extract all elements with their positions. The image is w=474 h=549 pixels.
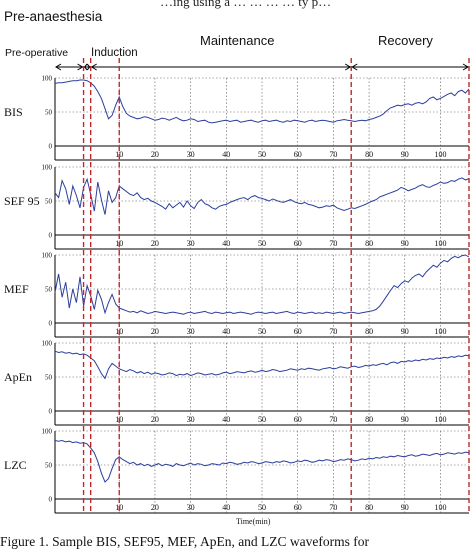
phase-arrowhead-left (351, 63, 358, 71)
phase-arrows (55, 63, 469, 71)
x-tick-label: 40 (222, 503, 230, 512)
x-tick-label: 40 (222, 150, 230, 159)
series-line-mef (54, 254, 470, 315)
x-tick-label: 60 (294, 327, 302, 336)
panel-apen: 050100102030405060708090100ApEn (4, 340, 470, 426)
series-line-apen (54, 350, 470, 380)
phase-arrowhead-left (83, 63, 88, 71)
x-tick-label: 30 (187, 239, 195, 248)
x-tick-label: 50 (258, 503, 266, 512)
x-tick-label: 80 (365, 415, 373, 424)
x-tick-label: 80 (365, 150, 373, 159)
y-tick-label: 100 (42, 252, 53, 260)
y-tick-label: 0 (49, 496, 53, 504)
y-tick-label: 0 (49, 143, 53, 151)
x-tick-label: 100 (434, 415, 446, 424)
x-tick-label: 60 (294, 150, 302, 159)
series-label: MEF (4, 282, 29, 296)
y-tick-label: 0 (49, 320, 53, 328)
x-tick-label: 50 (258, 239, 266, 248)
x-tick-label: 90 (401, 327, 409, 336)
x-tick-label: 20 (151, 503, 159, 512)
x-tick-label: 80 (365, 327, 373, 336)
x-tick-label: 70 (329, 239, 337, 248)
x-tick-label: 40 (222, 415, 230, 424)
phase-label-induction: Induction (91, 47, 138, 59)
x-tick-label: 20 (151, 150, 159, 159)
phase-header: Pre-anaesthesia Pre-operative Induction … (4, 9, 469, 71)
y-tick-label: 50 (45, 374, 53, 382)
x-tick-label: 70 (329, 327, 337, 336)
phase-label-pre-operative: Pre-operative (5, 47, 68, 59)
phase-arrowhead-left (55, 63, 62, 71)
figure-caption: Figure 1. Sample BIS, SEF95, MEF, ApEn, … (0, 534, 370, 549)
phase-label-pre-anaesthesia: Pre-anaesthesia (4, 9, 103, 24)
series-label: SEF 95 (4, 194, 40, 208)
y-tick-label: 50 (45, 109, 53, 117)
x-axis-label: Time(min) (236, 517, 271, 526)
x-tick-label: 50 (258, 327, 266, 336)
x-tick-label: 70 (329, 150, 337, 159)
x-tick-label: 80 (365, 239, 373, 248)
phase-arrowhead-right (344, 63, 352, 71)
top-caption-fragment: …ing using a … … … … ty p… (160, 0, 331, 9)
x-tick-label: 30 (187, 327, 195, 336)
panel-sef95: 050100102030405060708090100SEF 95 (4, 164, 470, 250)
phase-arrowhead-right (86, 63, 91, 71)
phase-arrowhead-right (462, 63, 469, 71)
x-tick-label: 90 (401, 503, 409, 512)
panel-mef: 050100102030405060708090100MEF (4, 252, 470, 338)
x-tick-label: 20 (151, 415, 159, 424)
x-tick-label: 70 (329, 415, 337, 424)
y-tick-label: 100 (42, 164, 53, 172)
series-line-lzc (54, 439, 470, 483)
x-tick-label: 50 (258, 150, 266, 159)
x-tick-label: 60 (294, 239, 302, 248)
x-tick-label: 20 (151, 327, 159, 336)
phase-markers (82, 58, 470, 513)
x-tick-label: 90 (401, 150, 409, 159)
x-tick-label: 30 (187, 415, 195, 424)
phase-arrowhead-right (77, 63, 84, 71)
series-label: ApEn (4, 370, 32, 384)
x-tick-label: 90 (401, 415, 409, 424)
y-tick-label: 50 (45, 462, 53, 470)
series-line-bis (54, 79, 470, 124)
x-tick-label: 100 (434, 150, 446, 159)
x-tick-label: 100 (434, 239, 446, 248)
y-tick-label: 0 (49, 408, 53, 416)
y-tick-label: 50 (45, 286, 53, 294)
y-tick-label: 0 (49, 232, 53, 240)
series-line-sef95 (54, 177, 470, 215)
y-tick-label: 100 (42, 340, 53, 348)
x-tick-label: 100 (434, 327, 446, 336)
y-tick-label: 50 (45, 198, 53, 206)
phase-label-maintenance: Maintenance (200, 33, 274, 48)
x-tick-label: 60 (294, 415, 302, 424)
phase-label-recovery: Recovery (378, 33, 433, 48)
panel-bis: 050100102030405060708090100BIS (4, 75, 470, 161)
x-tick-label: 80 (365, 503, 373, 512)
phase-arrowhead-left (90, 63, 97, 71)
x-tick-label: 40 (222, 327, 230, 336)
x-tick-label: 60 (294, 503, 302, 512)
x-tick-label: 100 (434, 503, 446, 512)
panel-lzc: 050100102030405060708090100LZC (4, 428, 470, 514)
series-label: BIS (4, 105, 23, 119)
x-tick-label: 90 (401, 239, 409, 248)
x-tick-label: 20 (151, 239, 159, 248)
x-tick-label: 40 (222, 239, 230, 248)
series-label: LZC (4, 458, 27, 472)
x-tick-label: 30 (187, 503, 195, 512)
y-tick-label: 100 (42, 75, 53, 83)
chart-panels: 050100102030405060708090100BIS0501001020… (4, 75, 470, 514)
x-tick-label: 50 (258, 415, 266, 424)
x-tick-label: 70 (329, 503, 337, 512)
y-tick-label: 100 (42, 428, 53, 436)
x-tick-label: 30 (187, 150, 195, 159)
